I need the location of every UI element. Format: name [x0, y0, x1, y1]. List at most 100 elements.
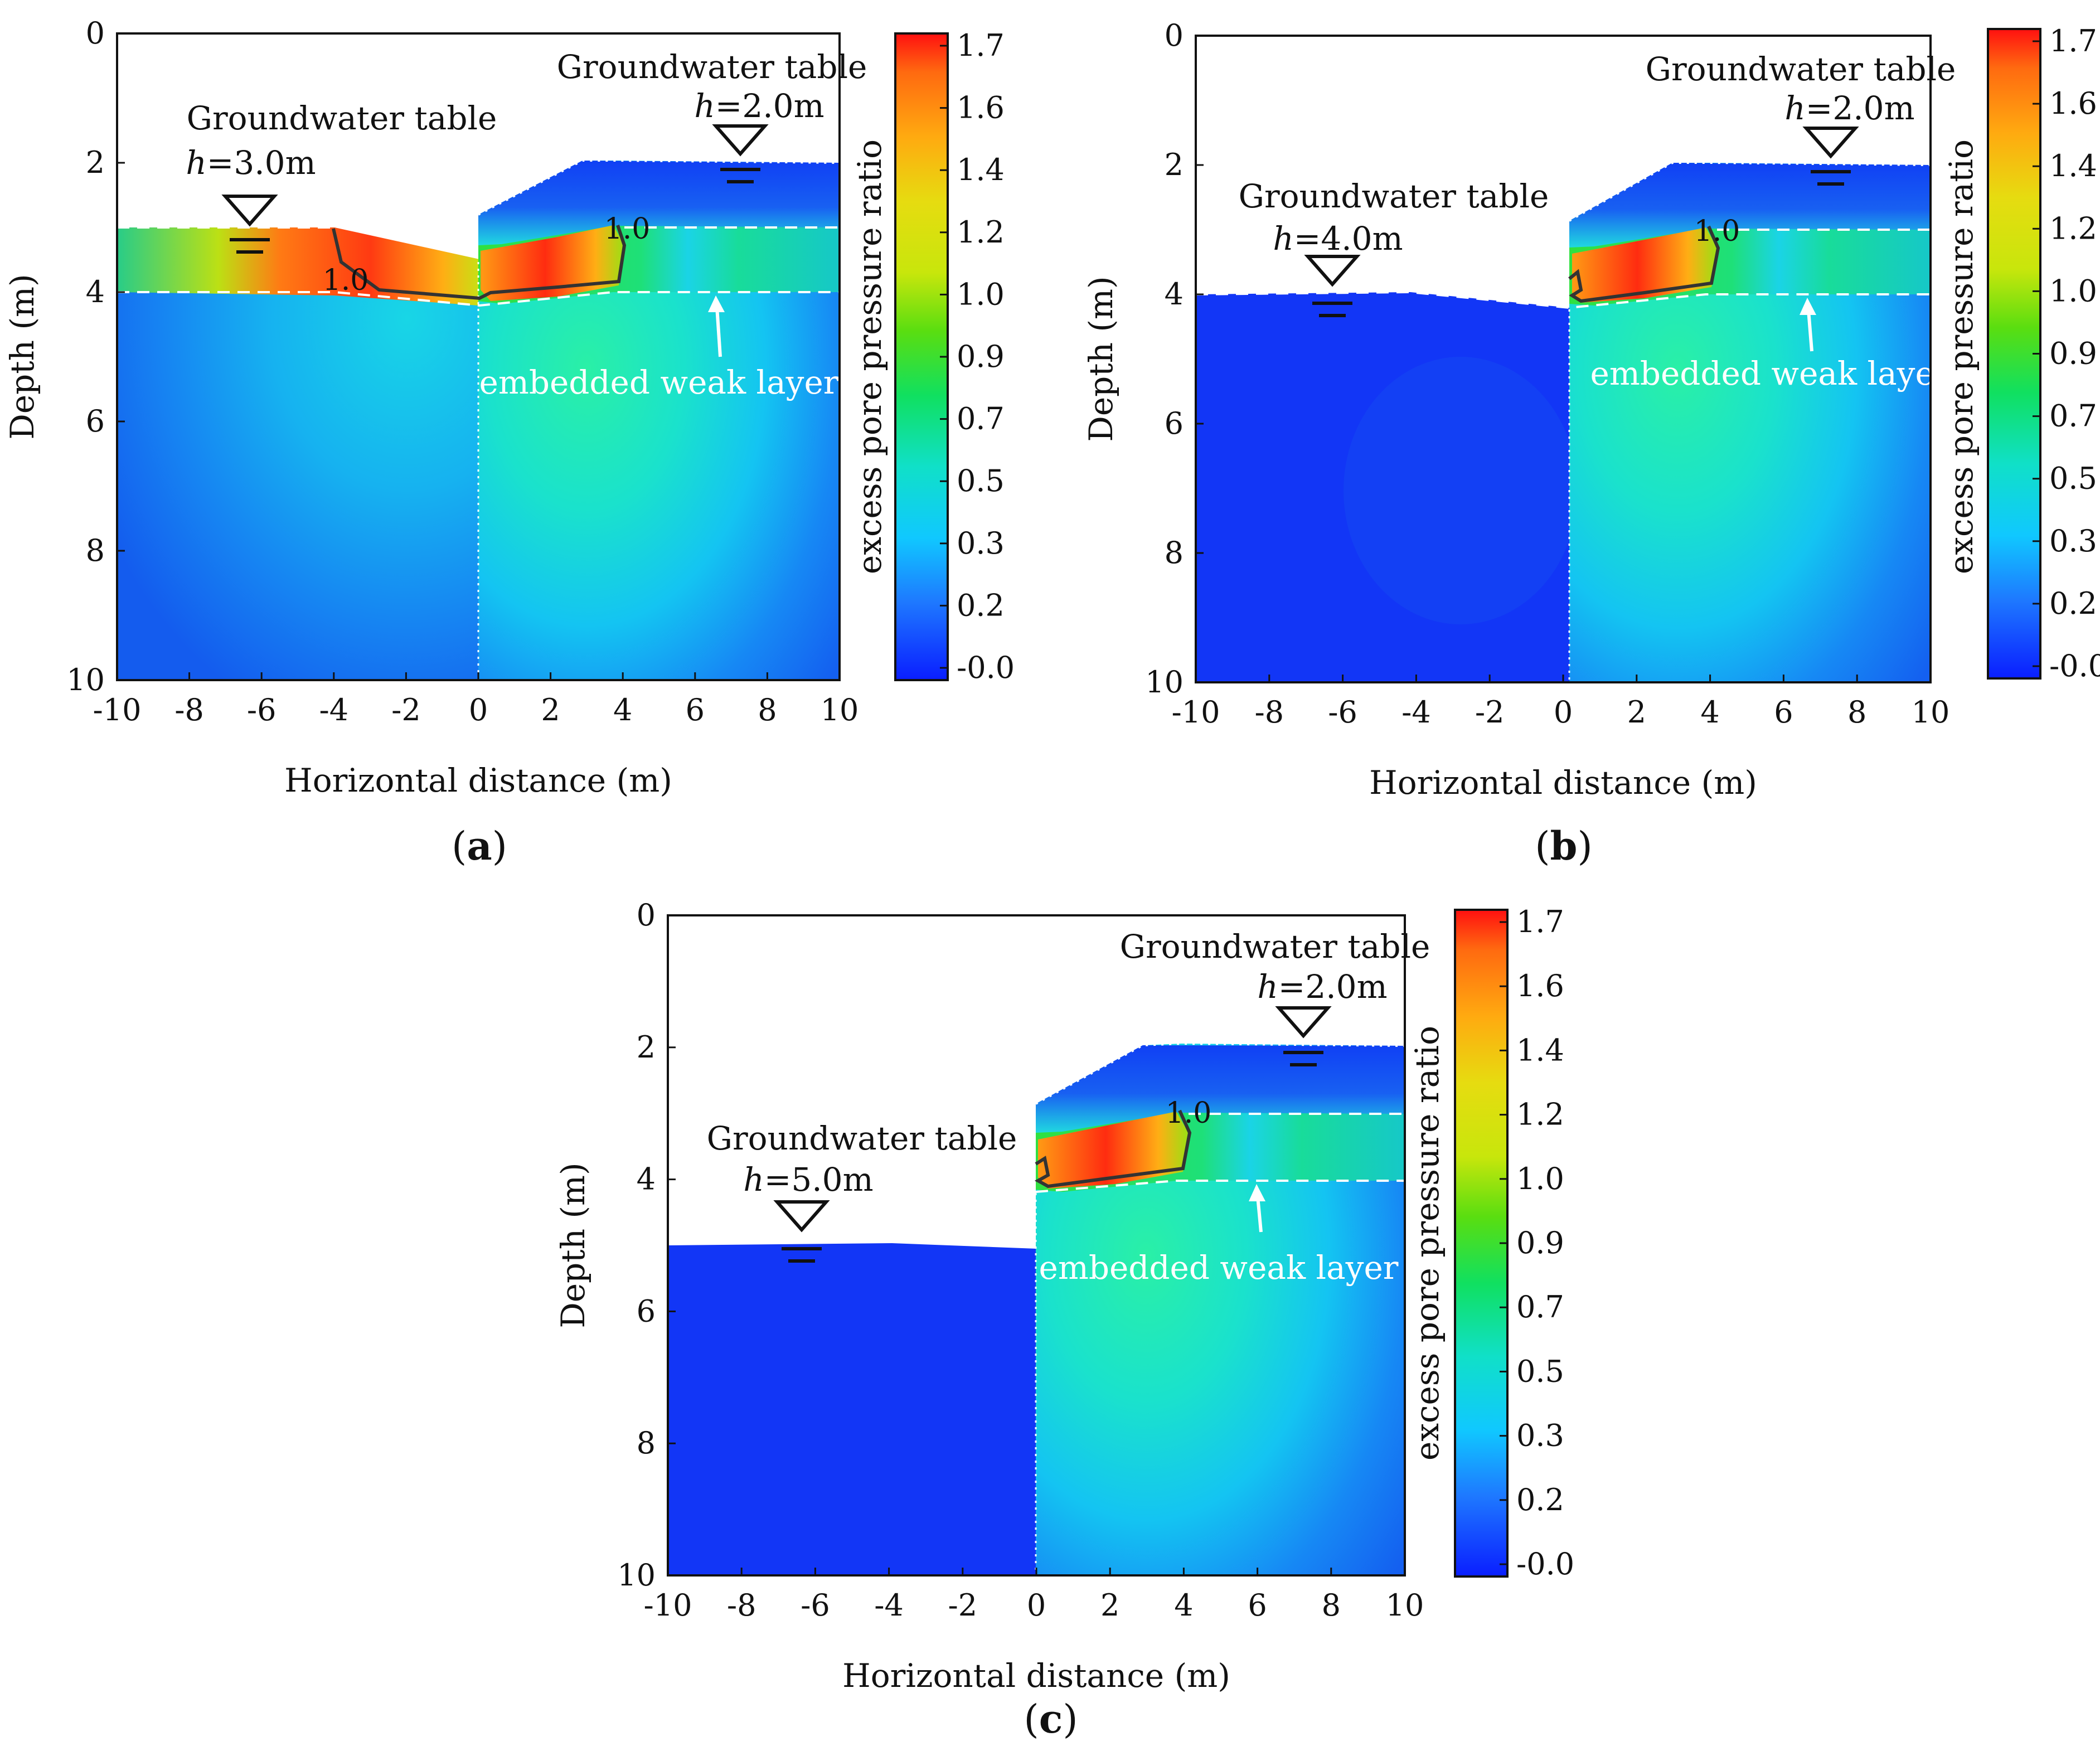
left-water-h: h=5.0m	[743, 1161, 873, 1199]
x-tick-label: -6	[247, 692, 277, 727]
left-water-label: Groundwater table	[187, 99, 497, 137]
weak-layer-arrow	[715, 306, 722, 357]
left-water-h: h=4.0m	[1273, 220, 1403, 258]
colorbar-tick-label: 0.7	[957, 401, 1005, 436]
right-red-zone	[1572, 227, 1717, 303]
left-water-symbol	[773, 1200, 830, 1263]
x-tick-label: 0	[1554, 695, 1573, 730]
x-tick-label: -10	[93, 692, 142, 727]
x-tick-label: 4	[1174, 1588, 1193, 1623]
colorbar-label: excess pore pressure ratio	[851, 139, 889, 574]
right-water-symbol	[1802, 127, 1859, 186]
x-tick-label: 10	[1386, 1588, 1424, 1623]
right-red-zone	[1038, 1112, 1189, 1189]
weak-layer-arrow	[1807, 309, 1813, 352]
x-tick-label: 6	[1774, 695, 1793, 730]
weak-layer-arrow	[1256, 1196, 1263, 1233]
weak-layer-arrowhead	[1800, 298, 1816, 315]
y-tick-label: 4	[637, 1162, 656, 1197]
weak-layer-arrowhead	[708, 295, 725, 312]
colorbar-tick-label: 1.6	[1516, 968, 1564, 1003]
colorbar-tick-label: 1.0	[957, 277, 1005, 312]
y-tick-label: 2	[86, 145, 105, 180]
x-tick-label: -6	[801, 1588, 830, 1623]
colorbar-tick-label: 1.4	[1516, 1032, 1564, 1068]
colorbar-tick-label: 0.3	[1516, 1418, 1564, 1453]
colorbar-tick-label: 1.7	[2049, 23, 2097, 59]
panel-label-c: (c)	[1024, 1696, 1078, 1742]
right-water-symbol	[712, 124, 769, 183]
left-pore-field	[117, 227, 479, 680]
y-tick-label: 2	[637, 1030, 656, 1065]
x-tick-label: -2	[948, 1588, 977, 1623]
colorbar-tick-label: 0.9	[1516, 1225, 1564, 1260]
right-water-h: h=2.0m	[694, 87, 824, 125]
y-tick-label: 10	[1145, 664, 1184, 700]
x-tick-label: -4	[319, 692, 348, 727]
panel-label-a: (a)	[452, 823, 507, 869]
right-water-h: h=2.0m	[1784, 89, 1914, 127]
x-tick-label: 10	[1912, 695, 1950, 730]
panel-a: 1.0 1.0 embedded weak layer Groundwater …	[3, 16, 1015, 869]
colorbar-tick-label: 0.2	[1516, 1482, 1564, 1517]
right-water-label: Groundwater table	[1646, 50, 1956, 88]
panel-c: 1.0 embedded weak layer Groundwater tabl…	[554, 898, 1574, 1742]
colorbar-tick-label: 0.3	[2049, 523, 2097, 559]
x-tick-label: 0	[1027, 1588, 1046, 1623]
y-axis-label: Depth (m)	[554, 1162, 592, 1328]
x-tick-label: 2	[1627, 695, 1646, 730]
left-water-h: h=3.0m	[186, 144, 316, 182]
right-water-symbol	[1275, 1006, 1332, 1066]
colorbar-tick-label: 0.5	[1516, 1354, 1564, 1389]
x-tick-label: -10	[1172, 695, 1220, 730]
x-axis-label: Horizontal distance (m)	[842, 1657, 1230, 1695]
y-tick-label: 4	[1165, 277, 1184, 312]
layer-bottom-line	[1195, 290, 1931, 309]
colorbar-tick-label: 1.7	[1516, 904, 1564, 939]
right-water-label: Groundwater table	[557, 48, 867, 86]
panel-b: 1.0 embedded weak layer Groundwater tabl…	[1082, 18, 2100, 869]
y-axis-label: Depth (m)	[1082, 276, 1120, 442]
layer-bottom-line	[1035, 1180, 1405, 1193]
right-water-label: Groundwater table	[1120, 928, 1430, 966]
colorbar	[1987, 28, 2041, 680]
x-tick-label: 2	[1100, 1588, 1119, 1623]
x-tick-label: 8	[1847, 695, 1866, 730]
colorbar-tick-label: 1.2	[1516, 1097, 1564, 1132]
panel-label-b: (b)	[1535, 823, 1593, 869]
weak-layer-arrowhead	[1249, 1184, 1265, 1201]
x-axis-label: Horizontal distance (m)	[284, 761, 672, 799]
colorbar-tick-label: 0.5	[957, 463, 1005, 498]
y-tick-label: 6	[637, 1293, 656, 1328]
surface-dotted-line	[1035, 1042, 1405, 1105]
colorbar-label: excess pore pressure ratio	[1408, 1026, 1446, 1461]
x-axis-label: Horizontal distance (m)	[1369, 764, 1757, 802]
y-axis-label: Depth (m)	[3, 274, 41, 439]
x-tick-label: 8	[1322, 1588, 1341, 1623]
colorbar-tick-label: -0.0	[2049, 648, 2100, 683]
colorbar-tick-label: 0.9	[957, 339, 1005, 374]
contour-1.0	[332, 225, 627, 300]
y-tick-label: 8	[637, 1425, 656, 1461]
contour-label-right: 1.0	[1694, 215, 1740, 248]
x-tick-label: -8	[174, 692, 204, 727]
y-tick-label: 0	[86, 16, 105, 51]
right-red-zone	[481, 225, 624, 301]
right-water-h: h=2.0m	[1257, 968, 1387, 1006]
x-tick-label: 0	[469, 692, 488, 727]
colorbar-tick-label: 0.9	[2049, 336, 2097, 371]
x-tick-label: 10	[821, 692, 859, 727]
colorbar-label: excess pore pressure ratio	[1942, 139, 1980, 574]
left-field-shade	[1344, 357, 1578, 624]
colorbar-tick-label: 0.2	[2049, 586, 2097, 621]
colorbar-tick-label: 1.4	[957, 152, 1005, 187]
colorbar-tick-label: 0.7	[1516, 1289, 1564, 1325]
y-tick-label: 8	[1165, 535, 1184, 570]
x-tick-label: 6	[1248, 1588, 1267, 1623]
contour-1.0	[1568, 225, 1720, 303]
y-tick-label: 10	[66, 662, 105, 697]
weak-layer-label: embedded weak layer	[1039, 1249, 1399, 1287]
weak-layer-label: embedded weak layer	[1590, 355, 1950, 392]
x-tick-label: -10	[644, 1588, 692, 1623]
x-tick-label: -6	[1328, 695, 1357, 730]
